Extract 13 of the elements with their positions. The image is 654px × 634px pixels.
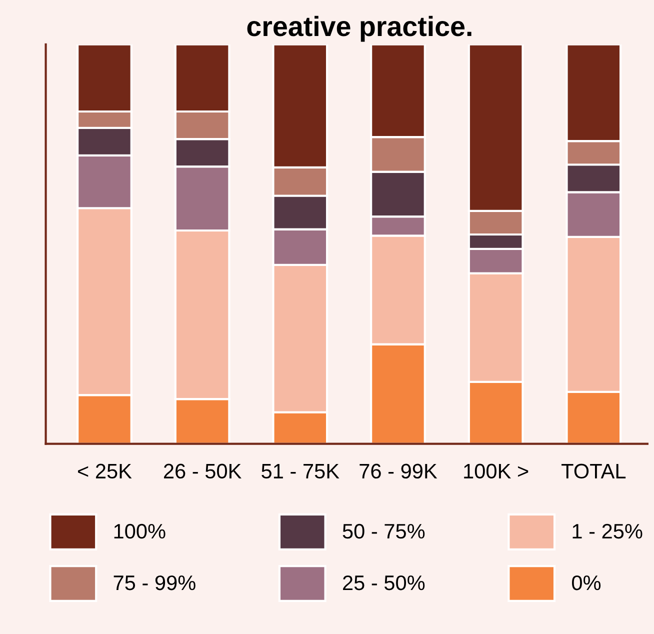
legend-label: 75 - 99%: [114, 575, 196, 590]
legend-label: 0%: [572, 575, 601, 590]
x-tick-label: 26 - 50K: [164, 464, 242, 479]
x-tick-label: 100K >: [464, 464, 528, 479]
chart-title: creative practice.: [247, 16, 472, 42]
x-tick-label: TOTAL: [562, 464, 626, 479]
x-tick-label: < 25K: [78, 464, 132, 479]
legend-label: 25 - 50%: [343, 575, 425, 590]
legend-label: 1 - 25%: [572, 524, 642, 539]
legend-label: 100%: [114, 524, 166, 539]
legend-label: 50 - 75%: [342, 524, 425, 539]
x-tick-label: 76 - 99K: [360, 464, 438, 479]
x-tick-label: 51 - 75K: [262, 464, 340, 479]
